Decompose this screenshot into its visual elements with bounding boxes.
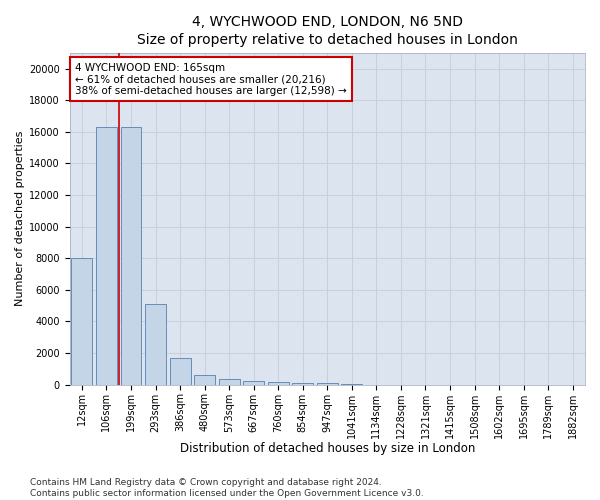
Bar: [219, 378, 239, 384]
Bar: [268, 382, 289, 384]
Y-axis label: Number of detached properties: Number of detached properties: [15, 131, 25, 306]
Bar: [170, 358, 191, 384]
Bar: [243, 381, 264, 384]
Bar: [145, 304, 166, 384]
Bar: [292, 383, 313, 384]
Title: 4, WYCHWOOD END, LONDON, N6 5ND
Size of property relative to detached houses in : 4, WYCHWOOD END, LONDON, N6 5ND Size of …: [137, 15, 518, 48]
X-axis label: Distribution of detached houses by size in London: Distribution of detached houses by size …: [179, 442, 475, 455]
Text: 4 WYCHWOOD END: 165sqm
← 61% of detached houses are smaller (20,216)
38% of semi: 4 WYCHWOOD END: 165sqm ← 61% of detached…: [75, 62, 347, 96]
Bar: [71, 258, 92, 384]
Bar: [194, 375, 215, 384]
Text: Contains HM Land Registry data © Crown copyright and database right 2024.
Contai: Contains HM Land Registry data © Crown c…: [30, 478, 424, 498]
Bar: [96, 127, 117, 384]
Bar: [121, 127, 142, 384]
